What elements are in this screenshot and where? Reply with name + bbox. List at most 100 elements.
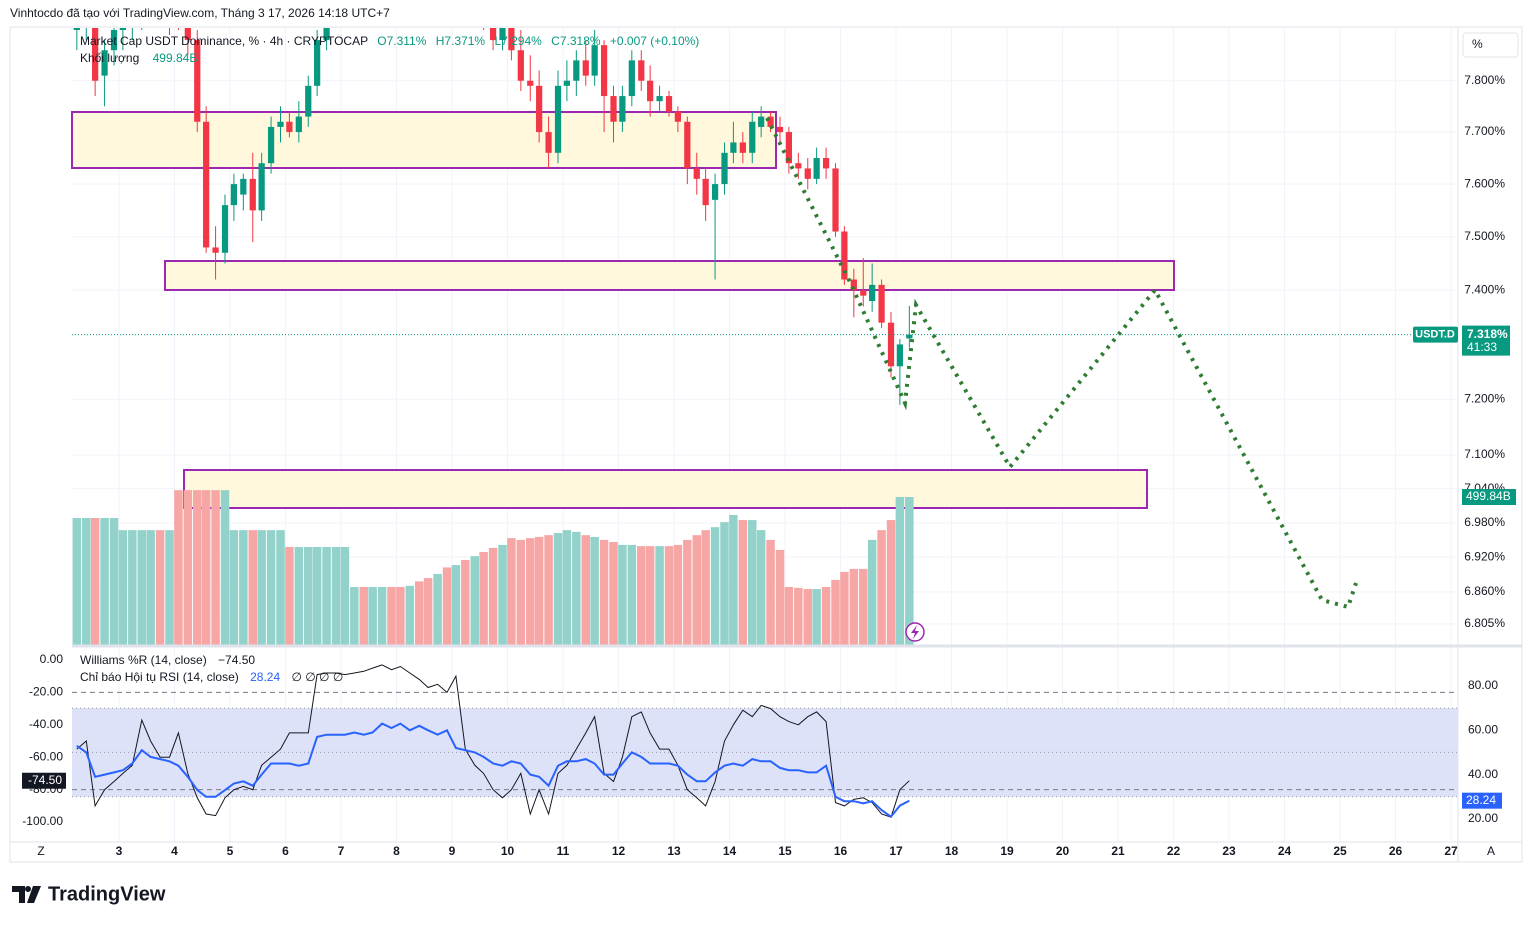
- indicator-value: −74.50: [218, 653, 255, 667]
- y-tick-label: 7.500%: [1464, 229, 1505, 243]
- volume-bar: [331, 546, 341, 645]
- y-tick-label: -20.00: [29, 685, 63, 699]
- candle-body: [638, 60, 645, 81]
- candle-body: [610, 96, 617, 122]
- volume-bar: [840, 571, 849, 645]
- volume-bar: [794, 587, 803, 645]
- candle-body: [647, 80, 654, 102]
- event-icon[interactable]: [911, 625, 919, 639]
- zone: [164, 260, 1175, 291]
- value-tag: [22, 772, 66, 789]
- volume-bar: [128, 530, 137, 645]
- volume-bar: [100, 517, 109, 645]
- volume-bar: [877, 530, 886, 645]
- candle-body: [92, 28, 99, 81]
- volume-bar: [859, 568, 868, 645]
- candle-body: [286, 121, 293, 133]
- candle-body: [230, 184, 238, 206]
- volume-bar: [618, 544, 627, 645]
- x-tick-label: 6: [282, 844, 289, 858]
- candle-body: [258, 163, 265, 211]
- volume-bar: [239, 530, 248, 645]
- candle-body: [591, 45, 598, 76]
- candle-body: [730, 142, 737, 153]
- x-tick-label: 5: [227, 844, 234, 858]
- x-tick-label: 23: [1222, 844, 1236, 858]
- candle-body: [693, 168, 700, 179]
- volume-bar: [692, 535, 702, 645]
- volume-bar: [359, 586, 369, 645]
- volume-bar: [637, 546, 646, 645]
- candle-body: [758, 116, 765, 127]
- candle-body: [212, 247, 219, 253]
- price-tag: [1462, 325, 1510, 356]
- candle-body: [906, 334, 913, 339]
- volume-bar: [701, 530, 710, 645]
- x-tick-label: 3: [116, 844, 123, 858]
- candle-body: [462, 0, 468, 5]
- indicator-extra: ∅ ∅ ∅ ∅: [291, 670, 343, 684]
- volume-name: Khối lượng: [80, 51, 139, 65]
- volume-bar: [193, 490, 202, 645]
- scale-button-label[interactable]: %: [1472, 37, 1483, 51]
- volume-bar: [72, 517, 82, 645]
- candle-body: [711, 184, 719, 200]
- candle-body: [860, 290, 867, 296]
- x-tick-label: 17: [889, 844, 903, 858]
- volume-bar: [368, 586, 377, 645]
- volume-bar: [655, 546, 664, 645]
- volume-bar: [572, 531, 581, 645]
- volume-bar: [165, 530, 174, 645]
- volume-bar: [257, 530, 266, 645]
- candle-body: [674, 111, 682, 122]
- volume-bar: [673, 544, 683, 645]
- volume-bar: [211, 490, 220, 645]
- volume-bar: [886, 520, 896, 645]
- x-tick-label: 15: [778, 844, 792, 858]
- candle-body: [499, 28, 506, 41]
- candle-body: [721, 152, 728, 185]
- candle-body: [110, 30, 118, 51]
- candle-body: [619, 96, 626, 122]
- x-tick-label: 13: [667, 844, 681, 858]
- y-tick-label: 7.200%: [1464, 391, 1505, 405]
- volume-bar: [562, 530, 572, 645]
- candle-body: [481, 0, 487, 20]
- volume-bar: [821, 586, 831, 645]
- candle-body: [878, 284, 885, 323]
- volume-bar: [396, 586, 405, 645]
- volume-bar: [415, 581, 424, 645]
- volume-bar: [516, 539, 526, 645]
- legend-close: C7.318%: [551, 34, 601, 48]
- candle-body: [785, 132, 793, 164]
- symbol-title: Market Cap USDT Dominance, % · 4h · CRYP…: [80, 34, 368, 48]
- volume-bar: [738, 520, 748, 645]
- candle-body: [896, 344, 904, 367]
- candle-body: [563, 80, 571, 86]
- candle-body: [749, 121, 756, 153]
- volume-bar: [82, 517, 91, 645]
- volume-bar: [729, 515, 738, 645]
- volume-bar: [174, 490, 183, 645]
- volume-bar: [534, 536, 544, 645]
- volume-bar: [266, 530, 276, 645]
- indicator-name: Williams %R (14, close): [80, 653, 207, 667]
- volume-bar: [748, 520, 757, 645]
- corner-label[interactable]: Z: [37, 844, 44, 858]
- legend-open: O7.311%: [377, 34, 426, 48]
- volume-bar: [405, 585, 415, 645]
- logo-icon: [12, 886, 41, 903]
- y-tick-label: 0.00: [40, 652, 64, 666]
- x-tick-label: 18: [945, 844, 959, 858]
- candle-body: [739, 142, 746, 153]
- y-tick-label: -40.00: [29, 717, 63, 731]
- x-tick-label: 24: [1278, 844, 1292, 858]
- candle-body: [249, 178, 256, 211]
- indicator-value: 28.24: [250, 670, 280, 684]
- y2-tick-label: 40.00: [1468, 767, 1498, 781]
- corner-label[interactable]: A: [1487, 844, 1495, 858]
- scale-button[interactable]: [1462, 32, 1519, 58]
- volume-bar: [461, 560, 470, 645]
